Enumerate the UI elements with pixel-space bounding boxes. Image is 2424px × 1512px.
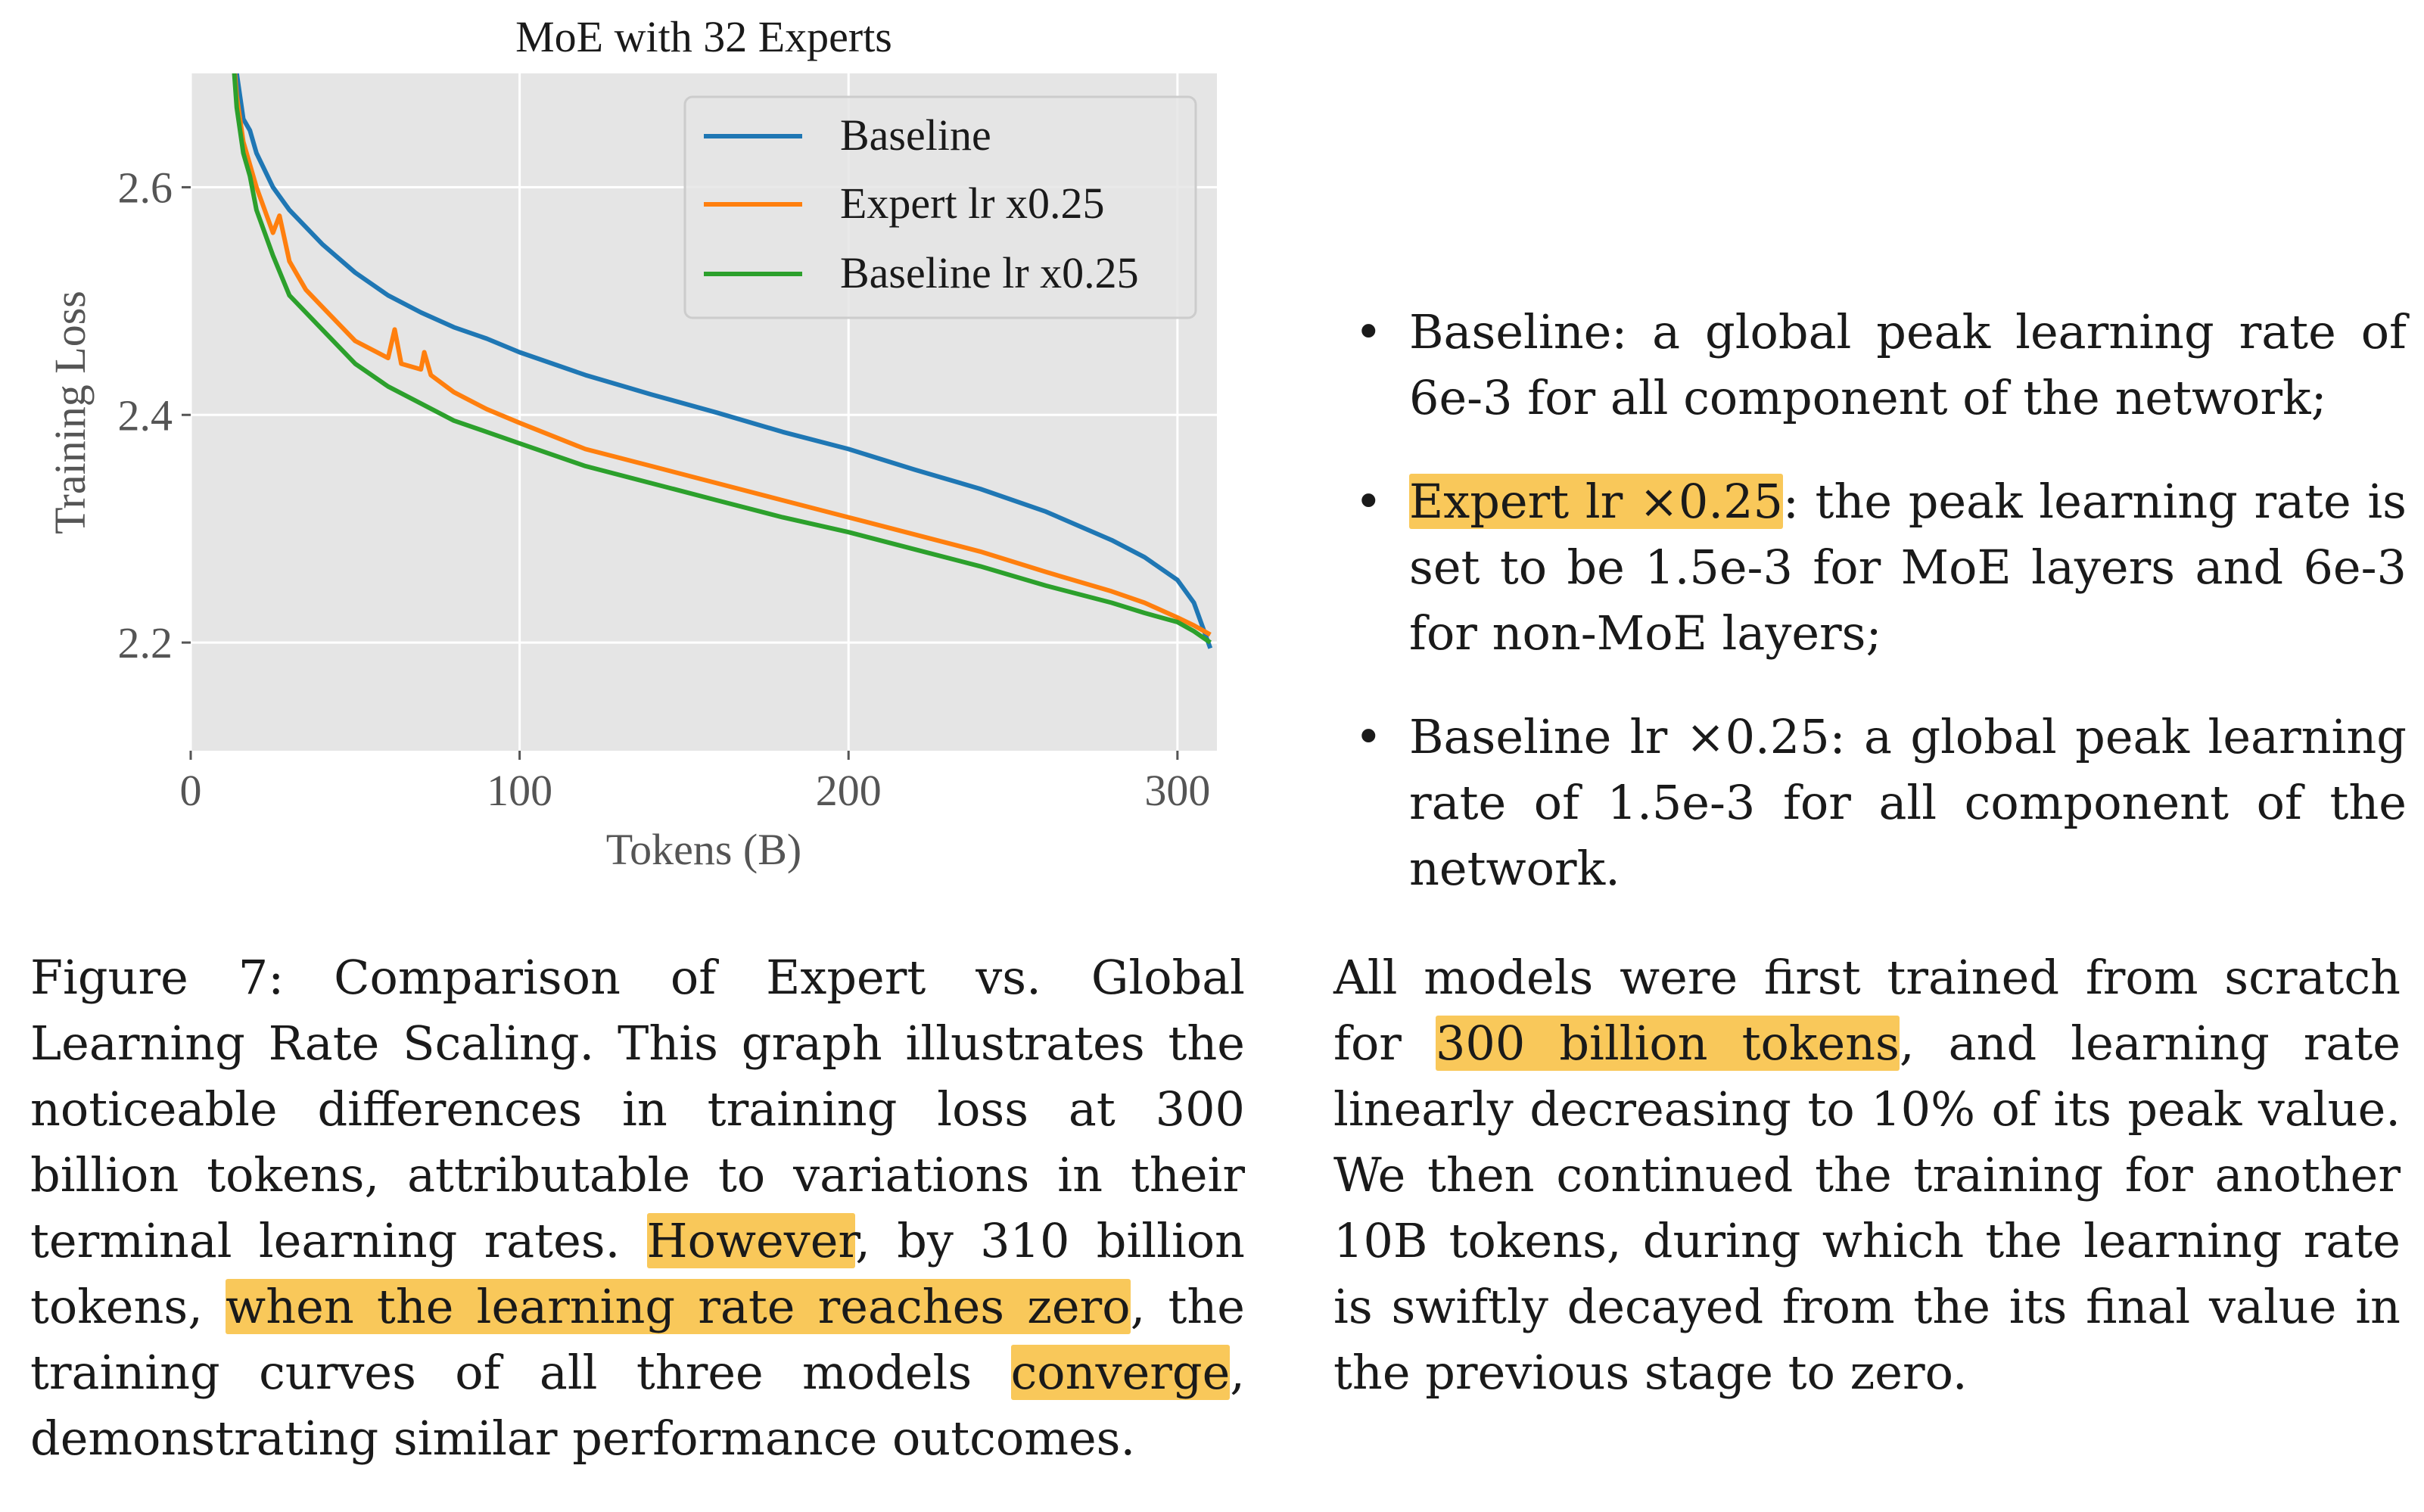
bullet-item: • Baseline lr ×0.25: a global peak learni… [1347, 704, 2407, 901]
paragraph-highlight: 300 billion tokens [1435, 1016, 1900, 1071]
x-tick-label: 300 [1144, 766, 1210, 815]
figure-caption: Figure 7: Comparison of Expert vs. Globa… [30, 944, 1245, 1471]
bullet-highlight: Expert lr ×0.25 [1409, 474, 1783, 529]
chart-title: MoE with 32 Experts [515, 12, 892, 61]
x-axis-label: Tokens (B) [606, 825, 802, 874]
bullet-text: : the peak learning rate is set to be 1.… [1409, 474, 2407, 661]
legend-label-baseline-lr: Baseline lr x0.25 [840, 248, 1139, 297]
caption-text: , the training curves of all three model… [30, 1279, 1246, 1400]
bullet-item: • Baseline: a global peak learning rate o… [1347, 299, 2407, 431]
bullet-dot-icon: • [1355, 709, 1383, 764]
bullet-text: Baseline: a global peak learning rate of… [1409, 304, 2407, 425]
x-tick-label: 0 [180, 766, 202, 815]
legend-box [683, 95, 1197, 319]
caption-highlight: converge [1010, 1345, 1231, 1400]
caption-text: Figure 7: Comparison of Expert vs. Globa… [30, 950, 1245, 1268]
caption-highlight: However [646, 1213, 856, 1268]
y-axis-label: Training Loss [45, 291, 95, 534]
paragraph-text: , and learning rate linearly decreasing … [1333, 1016, 2401, 1400]
body-paragraph: All models were first trained from scrat… [1333, 944, 2401, 1405]
y-tick-label: 2.4 [118, 390, 173, 440]
x-tick-label: 200 [816, 766, 882, 815]
x-tick-label: 100 [487, 766, 552, 815]
legend: Baseline Expert lr x0.25 Baseline lr x0.… [683, 95, 1197, 319]
y-tick-label: 2.6 [118, 163, 173, 212]
bullet-dot-icon: • [1355, 304, 1383, 359]
legend-label-expert-lr: Expert lr x0.25 [840, 179, 1105, 228]
series-line-baseline [234, 73, 1213, 649]
series-line-baseline-lr [232, 73, 1212, 645]
axis-ticks: 0 100 200 300 2.2 2.4 2.6 [118, 163, 1211, 815]
bullet-dot-icon: • [1355, 474, 1383, 529]
legend-label-baseline: Baseline [840, 110, 991, 160]
caption-text: , by 310 billion tokens, [30, 1213, 1245, 1334]
y-tick-label: 2.2 [118, 618, 173, 667]
caption-highlight: when the learning rate reaches zero [226, 1279, 1131, 1334]
series-line-expert-lr [232, 73, 1212, 637]
caption-text: , demonstrating similar performance outc… [30, 1345, 1245, 1466]
series-lines [232, 73, 1213, 649]
paragraph-text: All models were first trained from scrat… [1333, 950, 2401, 1071]
bullet-list: • Baseline: a global peak learning rate o… [1347, 299, 2407, 939]
bullet-item: • Expert lr ×0.25: the peak learning rate… [1347, 468, 2407, 666]
bullet-text: Baseline lr ×0.25: a global peak learnin… [1409, 709, 2407, 896]
